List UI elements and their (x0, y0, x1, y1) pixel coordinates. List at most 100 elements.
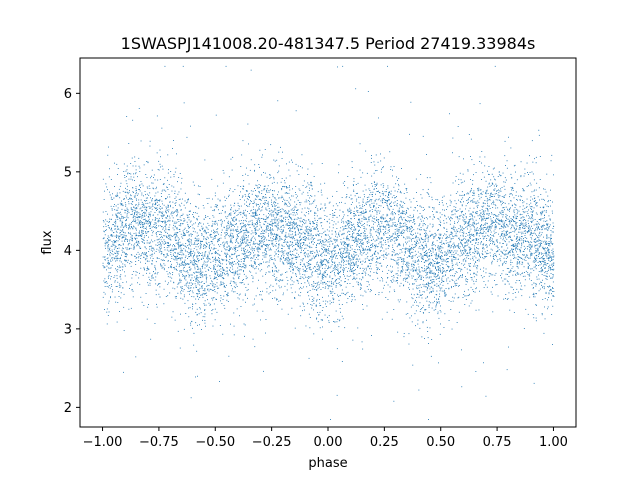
data-point (199, 291, 200, 293)
data-point (359, 289, 361, 290)
data-point (227, 270, 228, 272)
data-point (452, 137, 454, 139)
data-point (276, 224, 278, 226)
data-point (393, 289, 395, 291)
data-point (414, 223, 416, 224)
data-point (337, 294, 338, 296)
data-point (526, 198, 528, 200)
data-point (392, 169, 393, 171)
data-point (522, 202, 524, 204)
data-point (457, 245, 459, 247)
data-point (143, 305, 145, 306)
data-point (408, 276, 410, 278)
data-point (412, 283, 414, 284)
data-point (334, 245, 335, 247)
data-point (206, 245, 208, 247)
data-point (271, 228, 273, 230)
data-point (167, 154, 169, 156)
data-point (444, 254, 446, 256)
data-point (120, 211, 121, 213)
data-point (162, 237, 163, 239)
data-point (439, 242, 441, 243)
data-point (111, 249, 113, 251)
data-point (429, 216, 431, 218)
data-point (316, 233, 318, 235)
data-point (358, 246, 360, 247)
data-point (548, 245, 550, 246)
data-point (444, 270, 445, 272)
data-point (358, 218, 359, 220)
data-point (161, 265, 163, 267)
data-point (137, 222, 139, 224)
data-point (545, 267, 546, 269)
data-point (410, 220, 412, 222)
data-point (397, 262, 399, 264)
data-point (128, 224, 130, 226)
data-point (160, 212, 162, 214)
data-point (461, 263, 463, 265)
data-point (145, 293, 147, 294)
data-point (246, 205, 247, 206)
data-point (529, 155, 530, 157)
data-point (536, 221, 538, 222)
data-point (415, 270, 417, 272)
data-point (290, 230, 292, 232)
data-point (114, 186, 115, 187)
data-point (194, 261, 195, 263)
data-point (535, 228, 536, 230)
data-point (449, 280, 451, 282)
data-point (328, 202, 330, 204)
data-point (505, 263, 507, 264)
data-point (277, 234, 279, 236)
data-point (438, 317, 440, 319)
data-point (261, 209, 263, 211)
data-point (521, 217, 523, 219)
data-point (480, 216, 482, 218)
data-point (225, 253, 227, 255)
data-point (518, 220, 520, 221)
data-point (281, 308, 283, 310)
data-point (124, 192, 126, 193)
data-point (398, 185, 400, 187)
data-point (502, 280, 504, 282)
data-point (186, 282, 188, 284)
data-point (406, 278, 407, 279)
data-point (294, 297, 296, 299)
data-point (215, 248, 217, 249)
data-point (243, 247, 245, 249)
data-point (311, 185, 313, 187)
data-point (415, 279, 416, 280)
data-point (133, 225, 134, 227)
data-point (286, 186, 287, 187)
data-point (543, 275, 545, 276)
data-point (120, 285, 122, 287)
data-point (521, 196, 523, 198)
data-point (409, 256, 411, 258)
data-point (259, 294, 261, 296)
data-point (300, 239, 302, 240)
data-point (190, 242, 192, 244)
data-point (349, 263, 350, 265)
data-point (449, 250, 451, 252)
data-point (424, 338, 425, 339)
data-point (109, 247, 111, 249)
data-point (186, 285, 188, 287)
data-point (500, 188, 501, 190)
data-point (309, 252, 311, 254)
data-point (122, 229, 123, 231)
data-point (501, 273, 503, 275)
data-point (484, 256, 486, 257)
data-point (314, 223, 315, 224)
data-point (519, 214, 521, 216)
data-point (216, 265, 218, 267)
data-point (206, 198, 208, 199)
data-point (253, 215, 255, 217)
data-point (159, 199, 161, 201)
data-point (465, 281, 467, 282)
data-point (465, 245, 467, 247)
data-point (382, 194, 384, 196)
data-point (148, 194, 150, 196)
data-point (510, 228, 512, 230)
data-point (538, 129, 540, 131)
data-point (284, 250, 286, 252)
